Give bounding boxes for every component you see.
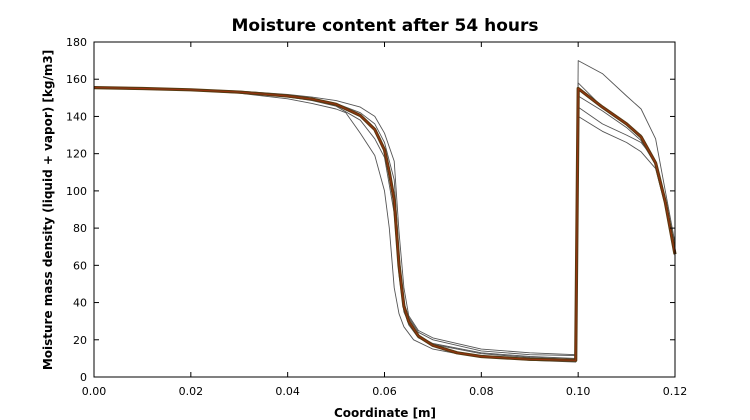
- y-tick-label: 180: [66, 36, 87, 49]
- mean-series-accent: [93, 87, 676, 361]
- chart-title: Moisture content after 54 hours: [231, 16, 538, 36]
- ensemble-series-line-4: [93, 60, 676, 356]
- y-tick-label: 80: [73, 222, 87, 235]
- plot-series: [93, 60, 677, 363]
- x-axis-label: Coordinate [m]: [334, 406, 436, 420]
- x-tick-label: 0.04: [275, 385, 300, 398]
- y-tick-label: 40: [73, 297, 87, 310]
- mean-series-line: [93, 86, 677, 362]
- x-tick-label: 0.00: [82, 385, 107, 398]
- y-tick-label: 20: [73, 334, 87, 347]
- y-axis-ticks: 0 20 40 60 80 100 120 140 160 180: [66, 36, 675, 384]
- y-tick-label: 60: [73, 259, 87, 272]
- ensemble-series-line-1: [93, 87, 676, 363]
- x-tick-label: 0.08: [469, 385, 494, 398]
- x-tick-label: 0.12: [663, 385, 688, 398]
- y-tick-label: 0: [80, 371, 87, 384]
- ensemble-series-line-2: [93, 87, 676, 359]
- y-axis-label: Moisture mass density (liquid + vapor) […: [41, 50, 55, 370]
- ensemble-series-line-3: [93, 82, 676, 357]
- x-axis-ticks: 0.00 0.02 0.04 0.06 0.08 0.10 0.12: [82, 42, 688, 398]
- y-tick-label: 100: [66, 185, 87, 198]
- y-tick-label: 160: [66, 73, 87, 86]
- ensemble-series-line-5: [93, 87, 676, 360]
- x-tick-label: 0.02: [179, 385, 204, 398]
- x-tick-label: 0.10: [566, 385, 591, 398]
- x-tick-label: 0.06: [372, 385, 397, 398]
- y-tick-label: 120: [66, 148, 87, 161]
- y-tick-label: 140: [66, 110, 87, 123]
